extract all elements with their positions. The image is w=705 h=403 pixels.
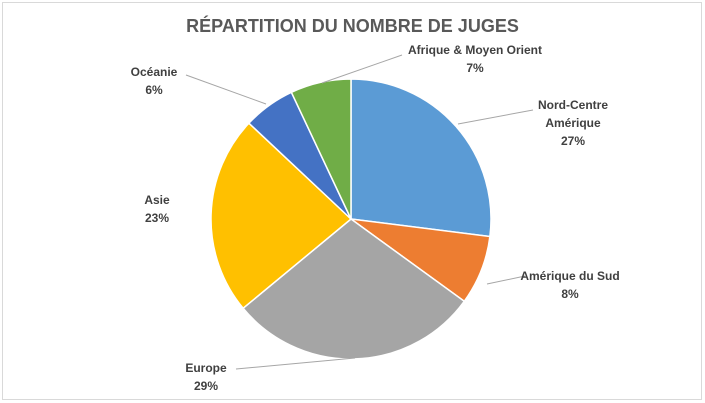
leader-line xyxy=(321,54,403,84)
value-label: 8% xyxy=(561,287,579,301)
leader-line xyxy=(457,109,534,125)
leader-line xyxy=(235,357,356,370)
pie-slice xyxy=(210,122,353,310)
category-label: Océanie xyxy=(130,65,178,79)
pie-slice xyxy=(290,78,352,220)
category-label: Nord-Centre Amérique xyxy=(537,98,608,130)
value-label: 7% xyxy=(466,61,484,75)
category-label: Asie xyxy=(144,193,170,207)
data-label: Nord-Centre Amérique 27% xyxy=(528,96,618,150)
pie-slice xyxy=(242,218,466,360)
data-label: Amérique du Sud 8% xyxy=(490,267,650,303)
data-label: Asie 23% xyxy=(127,191,187,227)
value-label: 29% xyxy=(193,379,219,393)
leader-line xyxy=(486,275,526,285)
data-label: Afrique & Moyen Orient 7% xyxy=(385,41,565,77)
data-label: Océanie 6% xyxy=(114,63,194,99)
category-label: Europe xyxy=(185,361,227,375)
category-label: Afrique & Moyen Orient xyxy=(407,43,542,57)
pie-slice xyxy=(350,78,492,238)
value-label: 6% xyxy=(145,83,163,97)
leader-line xyxy=(185,74,267,105)
data-label: Europe 29% xyxy=(166,359,246,395)
value-label: 23% xyxy=(144,211,170,225)
value-label: 27% xyxy=(560,134,586,148)
category-label: Amérique du Sud xyxy=(520,269,620,283)
chart-title: RÉPARTITION DU NOMBRE DE JUGES xyxy=(186,16,519,36)
